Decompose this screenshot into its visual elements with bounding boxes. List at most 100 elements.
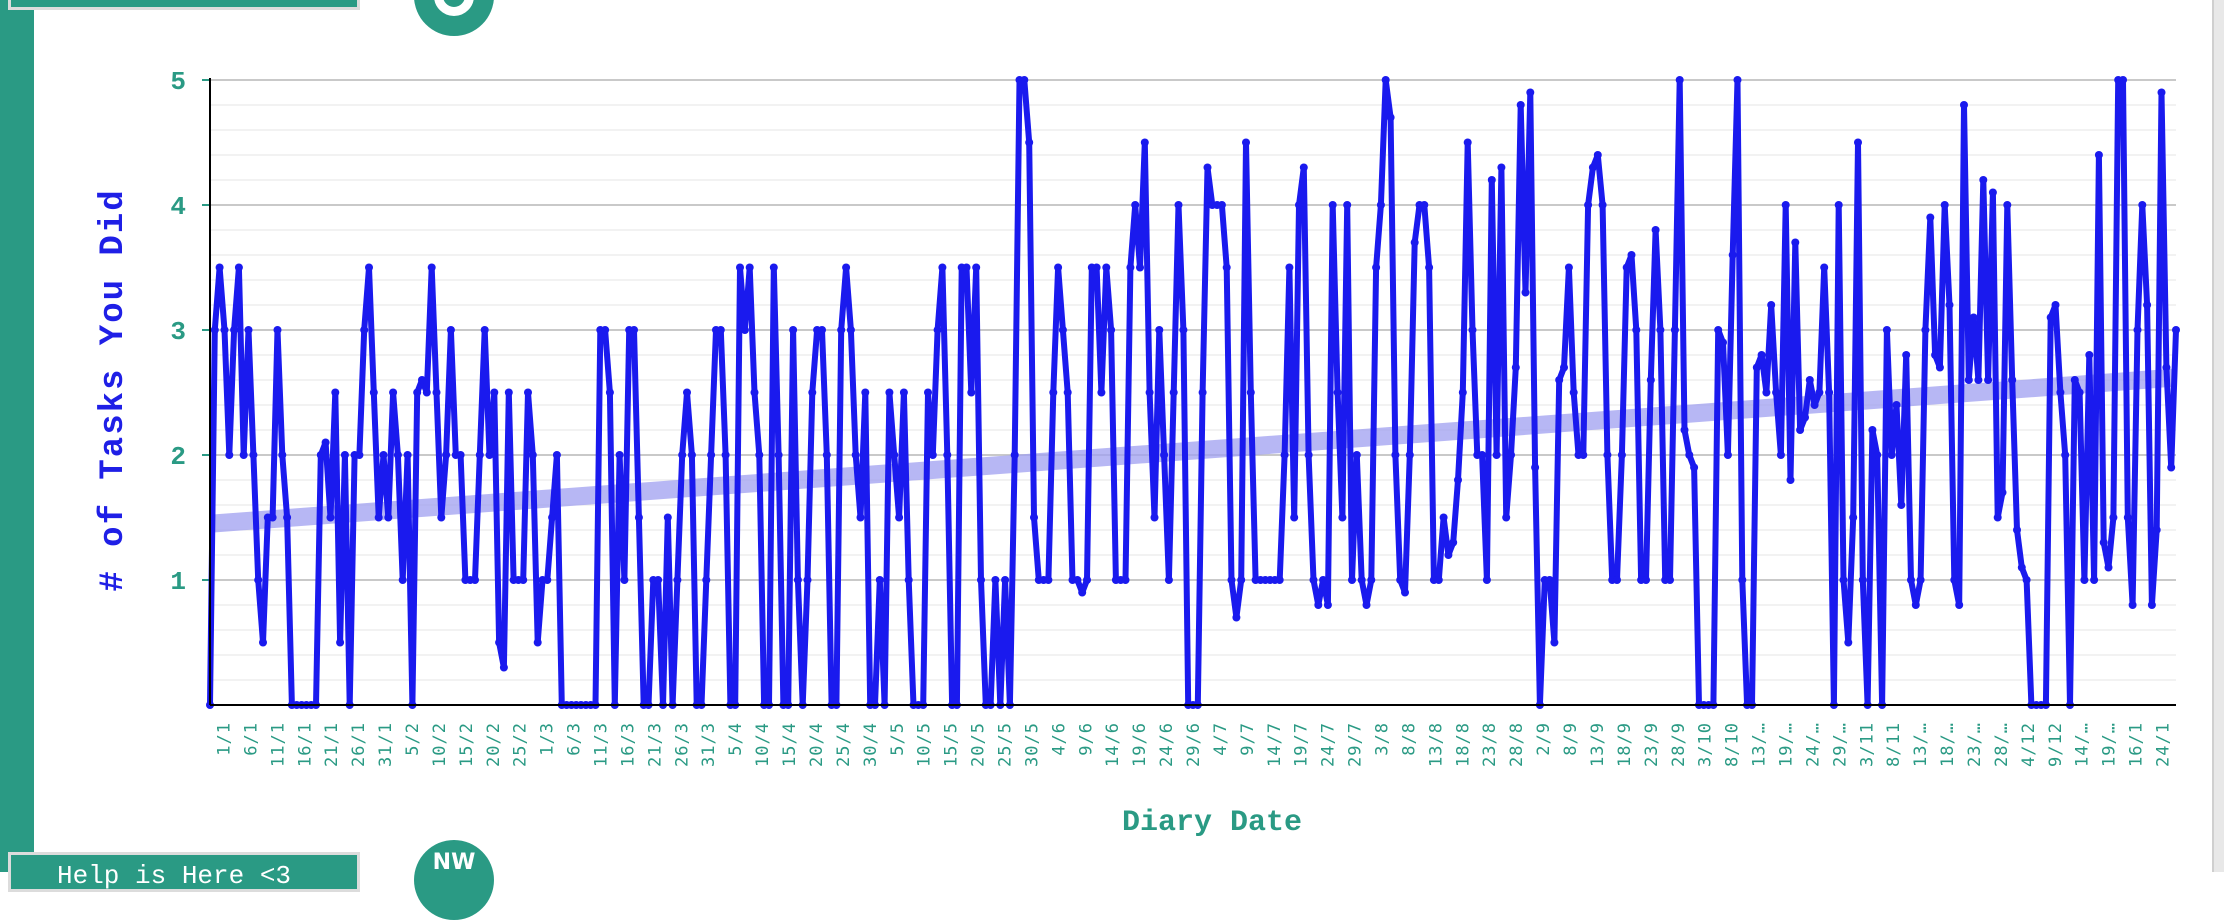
x-tick-label: 3/11 (1857, 722, 1877, 767)
data-point (1174, 201, 1183, 209)
data-point (2109, 513, 2118, 522)
trend-line (209, 368, 2177, 533)
data-point (1107, 326, 1116, 334)
data-point (1752, 363, 1761, 372)
data-point (2172, 326, 2180, 334)
data-point (924, 388, 932, 397)
x-tick-label: 8/10 (1723, 722, 1743, 767)
data-point (2123, 513, 2132, 522)
data-point (601, 326, 610, 334)
data-point (1502, 513, 1511, 522)
data-point (899, 388, 908, 397)
x-tick-label: 29/6 (1184, 722, 1204, 767)
data-point (1815, 388, 1824, 397)
data-point (1588, 163, 1597, 172)
data-point (259, 638, 267, 647)
data-point (789, 326, 798, 334)
data-point (1723, 451, 1732, 459)
x-tick-label: 4/7 (1211, 722, 1231, 756)
data-point (1781, 201, 1790, 209)
data-point (1762, 388, 1771, 397)
x-tick-label: 10/2 (430, 722, 450, 767)
data-point (620, 576, 629, 584)
data-point (210, 326, 219, 334)
x-tick-label: 13/… (1750, 722, 1770, 767)
data-point (432, 388, 441, 397)
help-tab[interactable]: Help is Here <3 (8, 852, 360, 892)
data-point (1285, 263, 1294, 272)
data-point (962, 263, 971, 272)
data-point (2119, 76, 2127, 84)
x-tick-label: 25/2 (511, 722, 531, 767)
data-point (1001, 576, 1010, 584)
data-point (331, 388, 340, 397)
x-tick-label: 16/3 (618, 722, 638, 767)
data-point (904, 576, 913, 584)
top-nav-tab[interactable] (8, 0, 360, 10)
data-point (1343, 201, 1352, 209)
data-point (1714, 326, 1723, 334)
data-point (1097, 388, 1106, 397)
scrollbar[interactable] (2212, 0, 2224, 872)
x-tick-label: 4/6 (1049, 722, 1069, 756)
data-point (2167, 463, 2176, 472)
x-tick-label: 9/12 (2046, 722, 2066, 767)
data-point (1507, 451, 1515, 459)
data-point (822, 451, 831, 459)
data-point (1805, 376, 1814, 384)
data-point (1907, 576, 1915, 584)
y-axis-label: # of Tasks You Did (95, 188, 133, 591)
x-tick-label: 19/7 (1292, 722, 1312, 767)
data-point (2147, 601, 2156, 609)
data-point (769, 263, 778, 272)
y-axis-ticks: 1 2 3 4 5 (170, 67, 210, 597)
data-point (1964, 376, 1973, 384)
data-point (413, 388, 422, 397)
x-tick-label: 20/2 (484, 722, 504, 767)
x-tick-label: 8/9 (1561, 722, 1581, 756)
data-point (1960, 101, 1968, 109)
data-point (1478, 451, 1487, 459)
data-point (1410, 238, 1419, 247)
x-tick-label: 6/3 (565, 722, 585, 756)
data-point (1078, 588, 1087, 597)
data-point (504, 388, 513, 397)
data-point (1858, 576, 1867, 584)
data-point (2157, 88, 2166, 97)
x-tick-label: 9/6 (1076, 722, 1096, 756)
data-point (856, 513, 865, 522)
data-point (1738, 576, 1747, 584)
data-point (1136, 263, 1144, 272)
data-point (2133, 326, 2142, 334)
data-point (2090, 576, 2099, 584)
data-point (220, 326, 229, 334)
data-point (977, 576, 985, 584)
data-point (1405, 451, 1414, 459)
data-point (2070, 376, 2079, 384)
data-point (1526, 88, 1535, 97)
x-tick-label: 24/1 (2154, 722, 2174, 767)
data-point (1020, 76, 1029, 84)
data-point (1882, 326, 1891, 334)
data-point (1627, 251, 1636, 259)
data-point (1063, 388, 1072, 397)
data-point (1396, 576, 1405, 584)
x-axis-label: Diary Date (1122, 806, 1302, 840)
x-tick-label: 24/6 (1157, 722, 1177, 767)
data-point (1940, 201, 1949, 209)
x-tick-label: 13/8 (1426, 722, 1446, 767)
data-point (533, 638, 542, 647)
data-point (1511, 363, 1520, 372)
data-point (1092, 263, 1101, 272)
data-point (933, 326, 942, 334)
data-point (1603, 451, 1612, 459)
data-point (1362, 601, 1371, 609)
data-point (234, 263, 243, 272)
x-tick-label: 19/… (1776, 722, 1796, 767)
data-point (249, 451, 258, 459)
data-point (2080, 576, 2089, 584)
x-tick-label: 23/8 (1480, 722, 1500, 767)
data-point (1145, 388, 1154, 397)
bottom-logo-icon[interactable]: NW (414, 840, 494, 920)
data-point (1217, 201, 1226, 209)
